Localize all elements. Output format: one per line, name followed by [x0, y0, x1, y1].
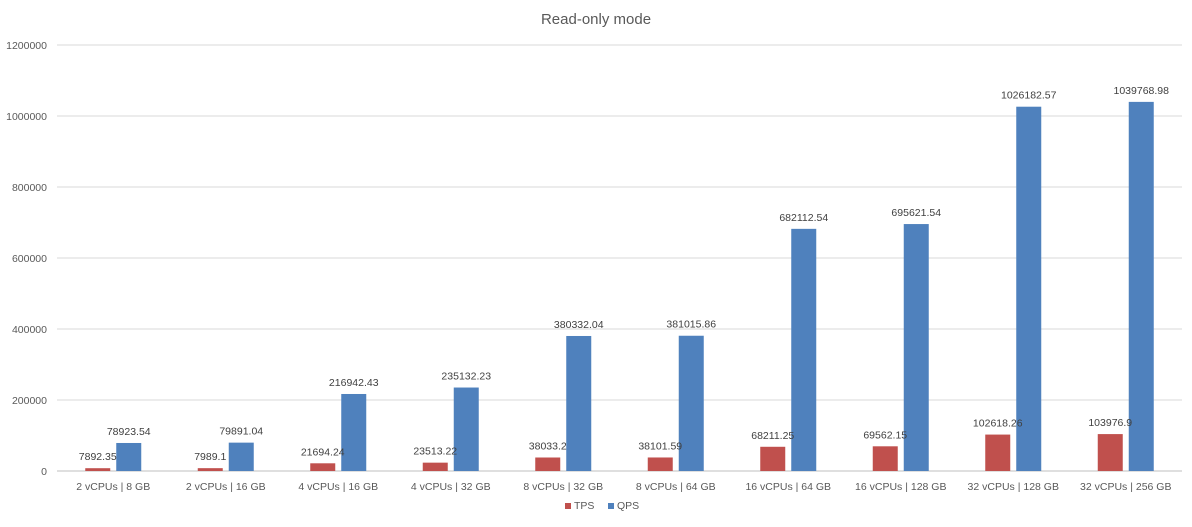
x-tick-label: 8 vCPUs | 64 GB	[636, 481, 716, 493]
data-label-tps: 102618.26	[973, 418, 1023, 430]
y-tick-label: 1000000	[6, 111, 47, 123]
bar-tps	[872, 446, 898, 471]
y-tick-label: 1200000	[6, 40, 47, 52]
y-tick-label: 600000	[12, 253, 47, 265]
data-label-qps: 380332.04	[554, 319, 604, 331]
bar-qps	[116, 442, 142, 471]
bar-qps	[341, 393, 367, 471]
data-label-qps: 78923.54	[107, 426, 151, 438]
x-tick-label: 8 vCPUs | 32 GB	[523, 481, 603, 493]
bar-qps	[1128, 101, 1154, 471]
x-tick-label: 16 vCPUs | 64 GB	[745, 481, 831, 493]
x-tick-label: 16 vCPUs | 128 GB	[855, 481, 946, 493]
legend-swatch-tps	[565, 503, 571, 509]
bar-qps	[903, 224, 929, 471]
x-tick-label: 32 vCPUs | 128 GB	[968, 481, 1059, 493]
bar-tps	[422, 462, 448, 471]
data-label-qps: 235132.23	[441, 371, 491, 383]
legend-label-tps: TPS	[574, 500, 594, 512]
data-label-tps: 103976.9	[1088, 417, 1132, 429]
bar-tps	[760, 446, 786, 471]
data-label-qps: 381015.86	[666, 319, 716, 331]
y-tick-label: 800000	[12, 182, 47, 194]
bar-tps	[535, 457, 561, 471]
bar-tps	[647, 457, 673, 471]
legend-label-qps: QPS	[617, 500, 639, 512]
data-label-tps: 21694.24	[301, 446, 345, 458]
data-label-tps: 38101.59	[638, 440, 682, 452]
legend-swatch-qps	[608, 503, 614, 509]
bar-qps	[566, 335, 592, 471]
data-label-tps: 7989.1	[194, 451, 226, 463]
grid-layer	[57, 44, 1182, 472]
bar-qps	[1016, 106, 1042, 471]
legend: TPS QPS	[565, 500, 639, 512]
bar-qps	[228, 442, 254, 471]
y-tick-label: 0	[41, 466, 47, 478]
bar-tps	[85, 468, 111, 471]
bar-tps	[197, 468, 223, 471]
data-label-qps: 216942.43	[329, 377, 379, 389]
data-label-qps: 1026182.57	[1001, 90, 1057, 102]
bar-tps	[985, 434, 1011, 471]
data-label-tps: 69562.15	[863, 429, 907, 441]
data-label-qps: 682112.54	[779, 212, 828, 224]
data-labels-layer: 7892.35 78923.54 7989.1 79891.04 21694.24 216…	[79, 85, 1169, 463]
data-label-tps: 68211.25	[751, 430, 794, 442]
x-tick-label: 2 vCPUs | 16 GB	[186, 481, 266, 493]
data-label-tps: 7892.35	[79, 451, 117, 463]
data-label-tps: 23513.22	[413, 446, 457, 458]
x-tick-label: 4 vCPUs | 16 GB	[298, 481, 378, 493]
x-axis-ticks: 2 vCPUs | 8 GB 2 vCPUs | 16 GB 4 vCPUs | 1…	[76, 481, 1171, 493]
data-label-qps: 1039768.98	[1114, 85, 1170, 97]
y-tick-label: 400000	[12, 324, 47, 336]
bar-qps	[791, 228, 817, 471]
chart-title: Read-only mode	[541, 11, 651, 28]
x-tick-label: 32 vCPUs | 256 GB	[1080, 481, 1171, 493]
bar-tps	[1097, 434, 1123, 471]
y-axis-ticks: 0 200000 400000 600000 800000 1000000 1200000	[6, 40, 47, 478]
data-label-qps: 79891.04	[219, 426, 263, 438]
y-tick-label: 200000	[12, 395, 47, 407]
bar-qps	[678, 335, 704, 471]
bars-layer	[85, 101, 1154, 471]
x-tick-label: 2 vCPUs | 8 GB	[76, 481, 150, 493]
data-label-qps: 695621.54	[891, 207, 941, 219]
x-tick-label: 4 vCPUs | 32 GB	[411, 481, 491, 493]
data-label-tps: 38033.2	[529, 440, 567, 452]
bar-tps	[310, 463, 336, 471]
bar-qps	[453, 387, 479, 471]
